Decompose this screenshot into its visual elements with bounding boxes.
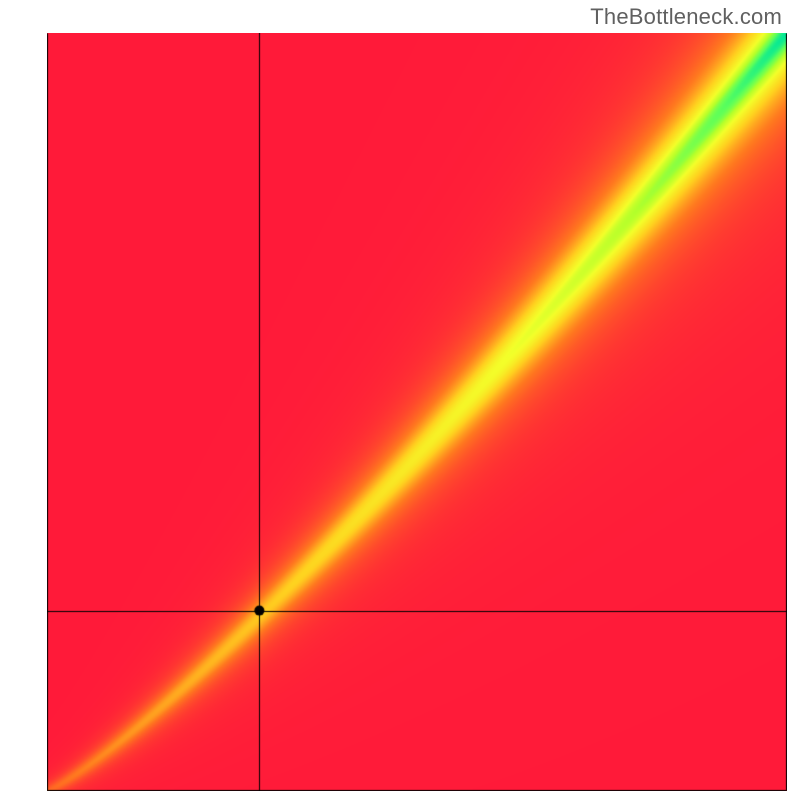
bottleneck-heatmap (47, 33, 787, 791)
bottleneck-heatmap-container: { "watermark": { "text": "TheBottleneck.… (0, 0, 800, 800)
watermark-text: TheBottleneck.com (590, 4, 782, 30)
